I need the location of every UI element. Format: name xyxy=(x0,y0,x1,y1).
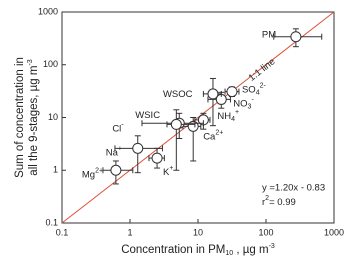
point xyxy=(207,88,219,100)
equation: y =1.20x - 0.83 xyxy=(262,183,325,194)
point-label: Cl- xyxy=(112,121,124,134)
point xyxy=(170,118,182,130)
point-label: WSOC xyxy=(163,88,193,99)
text-part: K xyxy=(163,167,170,178)
y-tick-label: 1000 xyxy=(38,6,58,16)
point xyxy=(187,120,199,132)
text-part: 10 xyxy=(225,250,233,257)
point-label: Ca2+ xyxy=(203,129,223,142)
text-part: r xyxy=(262,197,265,208)
text-part: - xyxy=(121,121,124,128)
text-part: - xyxy=(251,96,254,103)
text-part: all the 9-stages, µg m xyxy=(28,66,40,176)
text-part: WSIC xyxy=(135,110,160,121)
text-part: + xyxy=(118,145,122,152)
x-tick-label: 1000 xyxy=(324,227,344,237)
x-tick-label: 1 xyxy=(127,227,132,237)
text-part: Concentration in PM xyxy=(121,244,225,256)
point-label: NO3- xyxy=(233,96,254,110)
text-part: + xyxy=(235,109,239,116)
point-label: NH4+ xyxy=(217,109,239,123)
text-part: -3 xyxy=(27,59,34,65)
y-tick-label: 0.1 xyxy=(45,217,58,227)
text-part: Na xyxy=(106,147,119,158)
text-part: Mg xyxy=(82,169,95,180)
identity-line xyxy=(61,11,335,224)
x-tick-label: 0.1 xyxy=(56,227,69,237)
text-part: 3 xyxy=(248,103,252,110)
point xyxy=(151,152,163,164)
identity-line-label: 1:1 line xyxy=(247,56,278,84)
point xyxy=(290,31,302,43)
point-label: PM xyxy=(262,29,276,40)
point xyxy=(110,164,122,176)
text-part: NO xyxy=(233,98,247,109)
text-part: 4 xyxy=(231,116,235,123)
point xyxy=(132,142,144,154)
y-tick-label: 1 xyxy=(53,165,58,175)
text-part: , µg m xyxy=(233,244,268,256)
text-part: PM xyxy=(262,29,276,40)
point-label: Mg2+ xyxy=(82,167,103,180)
x-tick-label: 100 xyxy=(258,227,273,237)
text-part: Sum of concentration in xyxy=(14,57,26,178)
text-part: 4 xyxy=(256,89,260,96)
y-tick-label: 10 xyxy=(48,112,58,122)
point-label: SO42- xyxy=(242,82,267,96)
text-part: Ca xyxy=(203,131,216,142)
x-tick-label: 10 xyxy=(193,227,203,237)
y-tick-label: 100 xyxy=(43,59,58,69)
text-part: SO xyxy=(242,84,256,95)
point-label: Na+ xyxy=(106,145,122,158)
y-axis-label: all the 9-stages, µg m-3 xyxy=(27,59,40,176)
text-part: 2 xyxy=(265,195,269,202)
text-part: = 0.99 xyxy=(269,197,296,208)
point xyxy=(226,86,238,98)
point-label: WSIC xyxy=(135,110,160,121)
text-part: 2+ xyxy=(215,129,223,136)
text-part: 2+ xyxy=(95,167,103,174)
x-axis-label: Concentration in PM10 , µg m-3 xyxy=(121,243,275,257)
text-part: WSOC xyxy=(163,88,193,99)
text-part: 2- xyxy=(260,82,267,89)
text-part: -3 xyxy=(269,243,275,250)
text-part: NH xyxy=(217,110,231,121)
r-squared: r2= 0.99 xyxy=(262,195,296,208)
text-part: Cl xyxy=(112,123,121,134)
y-axis-label: Sum of concentration in xyxy=(14,57,26,178)
point-label: K+ xyxy=(163,165,173,178)
text-part: + xyxy=(169,165,173,172)
